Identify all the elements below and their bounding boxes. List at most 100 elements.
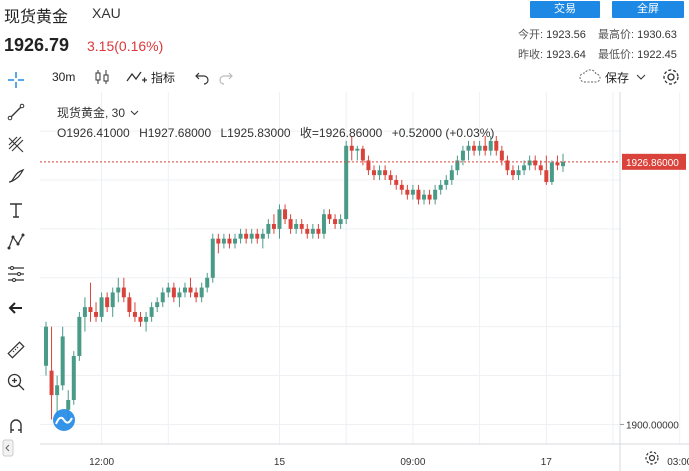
candle-body (166, 287, 171, 293)
candle-body (55, 385, 60, 396)
candle-body (182, 287, 187, 293)
candle-body (505, 160, 510, 171)
stat-prev-close-label: 昨收: (518, 49, 544, 61)
candle-body (127, 297, 132, 312)
candle-body (155, 302, 160, 308)
undo-icon[interactable] (194, 67, 210, 87)
chart-toolbar: 30m 指标 保存 (40, 64, 689, 90)
candle-body (160, 292, 165, 303)
ruler-icon[interactable] (4, 338, 28, 362)
candle-body (466, 145, 471, 151)
current-price-tag (622, 153, 686, 170)
collapse-toolbar-icon[interactable] (2, 436, 14, 460)
redo-icon[interactable] (218, 67, 234, 87)
stat-high: 最高价: 1930.63 (598, 26, 677, 42)
candle-body (110, 292, 115, 308)
settings-gear-icon[interactable] (662, 67, 680, 87)
candle-body (227, 238, 232, 244)
broker-logo-icon (53, 409, 75, 431)
pattern-icon[interactable] (4, 230, 28, 254)
cloud-icon (579, 69, 601, 83)
candle-body (538, 165, 543, 171)
candle-body (149, 307, 154, 317)
candle-body (560, 161, 566, 167)
arrow-left-icon[interactable] (4, 296, 28, 320)
stat-prev-close-value: 1923.64 (546, 49, 586, 61)
candle-body (99, 297, 104, 317)
candlestick-chart[interactable]: 1926.860001900.0000012:001509:001703:001… (40, 92, 689, 471)
chart-grid (40, 92, 681, 444)
stat-high-value: 1930.63 (637, 29, 677, 41)
save-button[interactable]: 保存 (578, 67, 647, 87)
stat-open-value: 1923.56 (546, 29, 586, 41)
axis-settings-icon (645, 451, 659, 465)
candles-group (43, 136, 566, 425)
instrument-title: 现货黄金 (4, 9, 69, 26)
interval-selector[interactable]: 30m (52, 70, 76, 84)
candle-body (472, 145, 477, 151)
candle-body (177, 292, 182, 298)
brush-icon[interactable] (4, 164, 28, 188)
candle-body (366, 160, 371, 171)
candle-body (555, 162, 560, 166)
legend-high: H1927.68000 (139, 126, 212, 140)
candle-body (66, 400, 71, 410)
y-tick-label: 1900.00000 (626, 420, 679, 431)
stat-prev-close: 昨收: 1923.64 (518, 46, 586, 62)
chevron-down-icon (636, 74, 646, 80)
drawing-toolbar (0, 62, 32, 471)
fib-retracement-icon[interactable] (4, 262, 28, 286)
trend-line-icon[interactable] (4, 100, 28, 124)
pitchfork-icon[interactable] (4, 132, 28, 156)
crosshair-icon[interactable] (4, 68, 28, 92)
candle-body (305, 228, 310, 234)
candle-body (271, 224, 276, 229)
save-label: 保存 (605, 70, 630, 85)
candle-body (205, 277, 210, 288)
candle-body (344, 145, 349, 220)
candle-body (377, 170, 382, 176)
candle-body (522, 165, 527, 171)
candle-body (544, 170, 549, 182)
fullscreen-button[interactable]: 全屏 (612, 1, 684, 18)
indicators-label: 指标 (151, 70, 176, 85)
candle-body (238, 233, 243, 239)
zoom-in-icon[interactable] (4, 370, 28, 394)
candle-body (294, 224, 299, 229)
candle-body (422, 194, 427, 200)
candle-body (49, 370, 54, 396)
candle-body (266, 224, 271, 234)
broker-logo-wave (55, 416, 73, 425)
candle-body (427, 194, 432, 200)
candle-body (60, 336, 65, 386)
candle-body (483, 145, 488, 151)
text-tool-icon[interactable] (4, 198, 28, 222)
candle-body (71, 356, 76, 400)
candle-body (249, 233, 254, 239)
indicators-icon (126, 71, 147, 83)
candle-body (394, 180, 399, 185)
trade-button[interactable]: 交易 (530, 1, 600, 18)
candle-body (510, 170, 515, 176)
indicators-button[interactable]: 指标 (126, 67, 175, 87)
candle-style-icon[interactable] (94, 67, 110, 87)
candle-body (460, 150, 465, 161)
ohlc-legend: O1926.41000 H1927.68000 L1925.83000 收=19… (57, 124, 500, 141)
candle-body (399, 184, 404, 190)
series-legend[interactable]: 现货黄金, 30 (57, 104, 139, 121)
magnet-icon[interactable] (4, 414, 28, 438)
chart-axes: 1926.860001900.0000012:001509:001703:001… (40, 92, 689, 471)
axis-settings-icon-core (648, 454, 656, 462)
candle-body (132, 312, 137, 317)
candle-body (88, 307, 93, 312)
candle-body (221, 238, 226, 244)
x-tick-label: 09:00 (400, 457, 425, 468)
candle-body (444, 180, 449, 185)
chart-header: 现货黄金 XAU 1926.79 3.15(0.16%) 交易 全屏 今开: 1… (0, 0, 689, 62)
candle-body (188, 287, 193, 293)
candle-body (121, 287, 126, 298)
candle-body (116, 287, 121, 293)
candle-body (338, 219, 343, 224)
candle-body (477, 145, 482, 151)
candle-body (321, 214, 326, 234)
